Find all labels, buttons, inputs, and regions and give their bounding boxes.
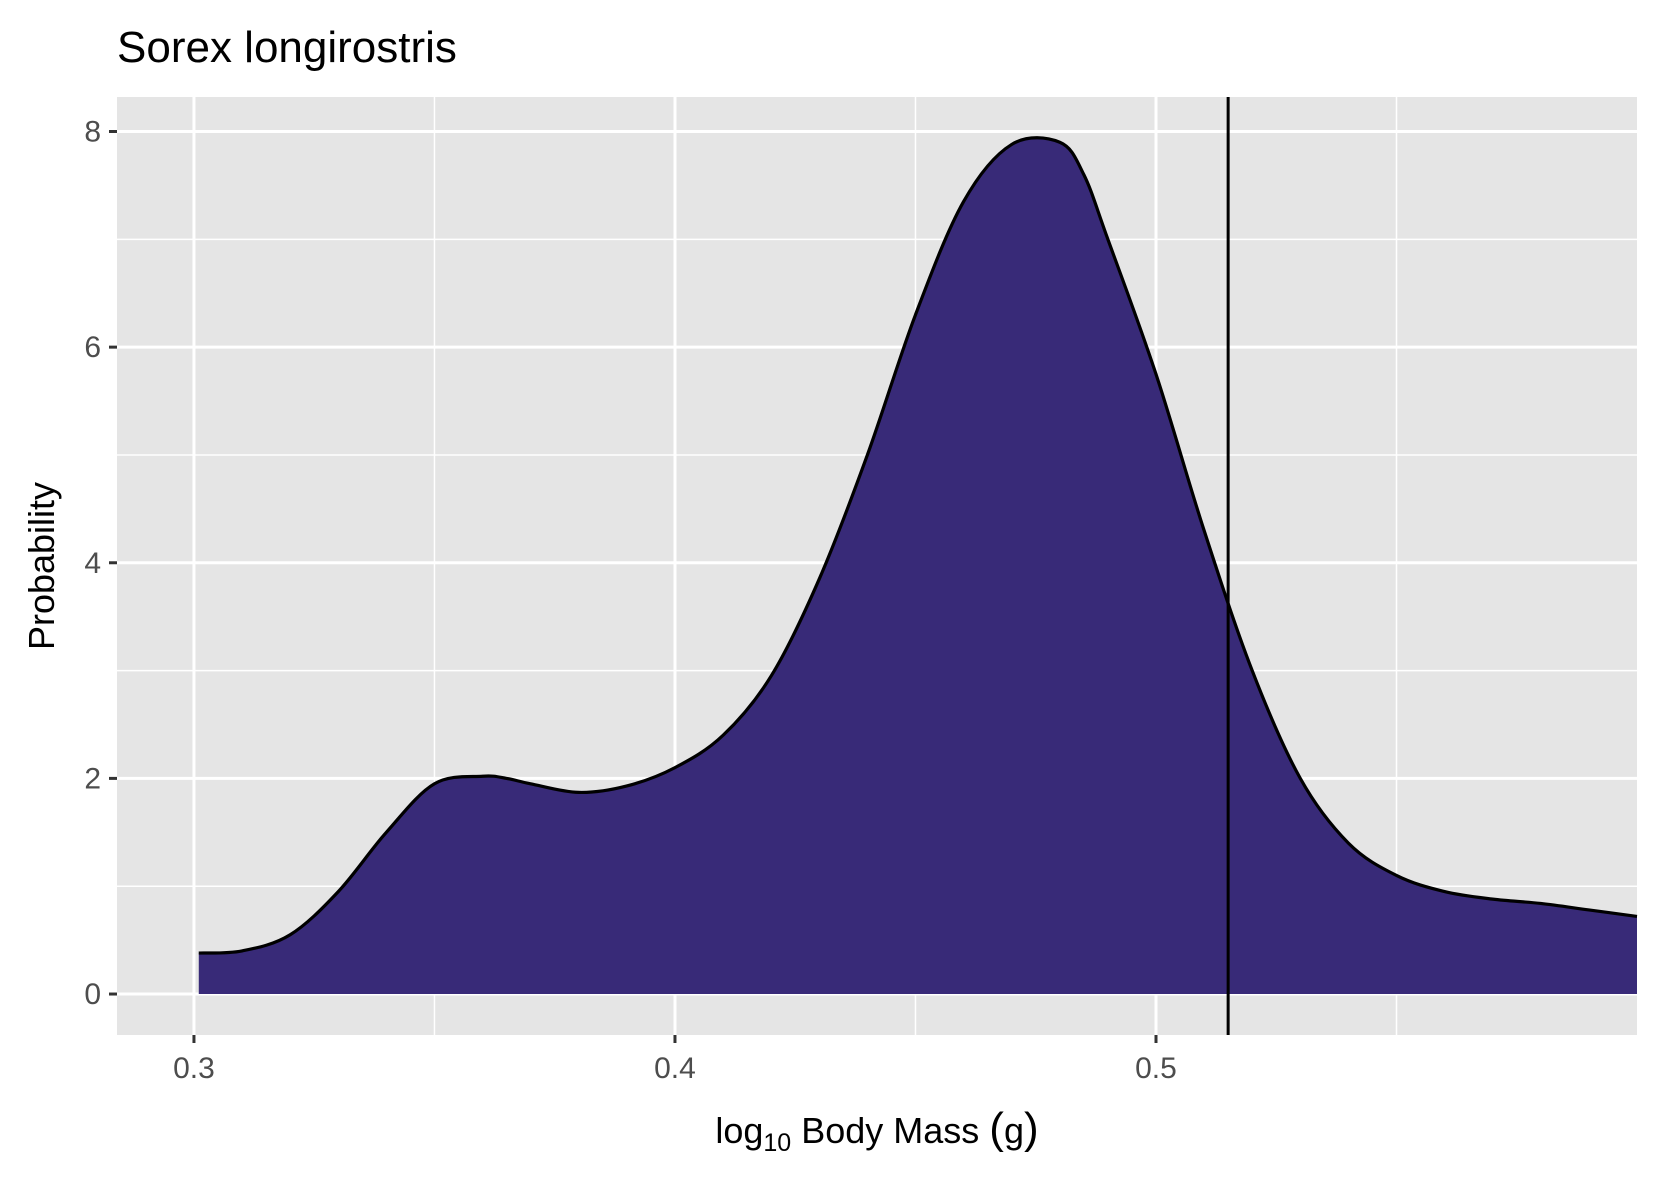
x-tick-label: 0.4 <box>654 1052 696 1085</box>
y-tick-label: 4 <box>84 547 101 580</box>
x-axis-title-log: log <box>715 1110 763 1151</box>
x-tick-label: 0.3 <box>173 1052 215 1085</box>
x-tick-label: 0.5 <box>1135 1052 1177 1085</box>
x-axis-title: log10 Body Mass (g) <box>715 1104 1038 1157</box>
y-tick-label: 8 <box>84 116 101 149</box>
y-tick-label: 2 <box>84 762 101 795</box>
x-axis-title-unit: g <box>1004 1110 1024 1151</box>
y-tick-label: 6 <box>84 331 101 364</box>
density-area <box>198 137 1637 995</box>
chart-title: Sorex longirostris <box>117 23 457 72</box>
x-axis-title-paren-close: ) <box>1024 1104 1039 1153</box>
x-axis-title-body: Body Mass <box>791 1110 989 1151</box>
density-curve <box>198 136 1638 955</box>
y-axis-ticks: 0 2 4 6 8 <box>84 116 117 1011</box>
x-axis-ticks: 0.3 0.4 0.5 <box>173 1035 1177 1085</box>
x-axis-title-subscript: 10 <box>763 1129 791 1157</box>
y-tick-label: 0 <box>84 978 101 1011</box>
x-axis-title-paren-open: ( <box>989 1104 1004 1153</box>
y-axis-title: Probability <box>21 482 62 650</box>
